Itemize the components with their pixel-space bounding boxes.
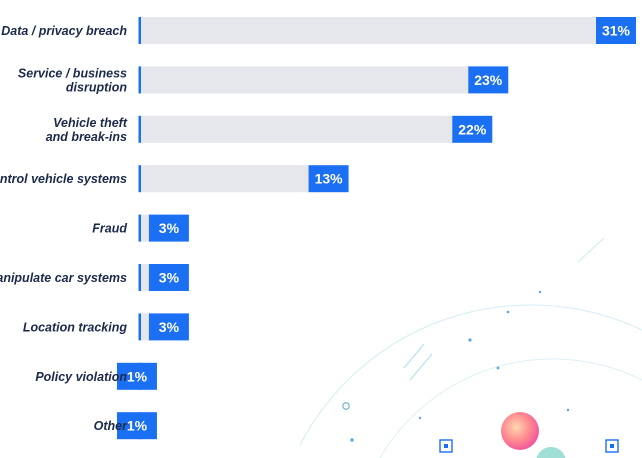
decor-stroke: [403, 343, 425, 369]
bar-track: [141, 66, 469, 94]
bar: [308, 165, 349, 193]
bar: [468, 66, 509, 94]
bar-row: 3% Manipulate car systems: [0, 264, 189, 291]
bar: [148, 264, 189, 291]
decor-dot: [350, 438, 354, 442]
data-label: 3%: [159, 270, 180, 286]
bar-row: 1%Other: [94, 412, 157, 440]
decor-dot: [566, 408, 570, 412]
bar-track: [141, 264, 149, 291]
category-label: and break-ins: [46, 130, 127, 144]
decor-arc: [299, 304, 642, 446]
category-label: Data / privacy breach: [1, 24, 127, 38]
category-label: Manipulate car systems: [0, 271, 127, 285]
bar-track: [141, 313, 149, 341]
data-label: 13%: [315, 171, 344, 187]
bar-row: 3% Location tracking: [23, 313, 189, 341]
bar: [116, 362, 157, 390]
category-label: Service / business: [18, 66, 127, 80]
category-label: Vehicle theft: [53, 116, 128, 130]
decor-dot: [468, 338, 472, 342]
category-label: Location tracking: [23, 320, 128, 334]
category-label: Fraud: [92, 222, 127, 236]
decor-arc: [379, 358, 642, 458]
axis-tick: [138, 165, 141, 193]
bar: [116, 412, 157, 440]
decor-square: [444, 444, 448, 448]
bar-track: [141, 214, 149, 242]
data-label: 22%: [458, 121, 487, 137]
decor-dot: [538, 290, 542, 294]
decor-dot: [506, 310, 510, 314]
chart-rows: 31% Data / privacy breach 23% Service / bus…: [0, 17, 636, 440]
category-label: disruption: [66, 80, 127, 94]
bar-row: 3% Fraud: [92, 214, 189, 242]
decor-stroke: [409, 353, 433, 381]
bar-row: 31% Data / privacy breach: [1, 17, 636, 44]
bar-row: 13% Control vehicle systems: [0, 165, 349, 193]
axis-tick: [138, 66, 141, 94]
category-label: Control vehicle systems: [0, 172, 127, 186]
axis-tick: [138, 412, 141, 440]
decor-circle: [342, 402, 350, 410]
decor-stroke: [577, 237, 605, 263]
bar: [148, 214, 189, 242]
bar-track: [141, 17, 596, 44]
data-label: 23%: [474, 72, 503, 88]
decor-dot: [496, 366, 500, 370]
decor-dot: [418, 416, 422, 420]
category-label: Other: [94, 419, 128, 433]
decor-orb: [501, 412, 539, 450]
bar: [148, 313, 189, 341]
axis-tick: [138, 115, 141, 143]
axis-tick: [138, 214, 141, 242]
bar-track: [141, 165, 309, 193]
background-decoration: [299, 237, 642, 458]
bar-track: [141, 115, 453, 143]
data-label: 3%: [159, 319, 180, 335]
axis-tick: [138, 17, 141, 44]
bar: [596, 17, 636, 44]
decor-square: [610, 444, 614, 448]
axis-tick: [138, 313, 141, 341]
data-label: 31%: [602, 23, 631, 39]
bar: [452, 115, 493, 143]
bar-row: 1%Policy violation: [35, 362, 157, 390]
data-label: 1%: [127, 418, 148, 434]
data-label: 3%: [159, 220, 180, 236]
axis-tick: [138, 362, 141, 390]
data-label: 1%: [127, 368, 148, 384]
category-label: Policy violation: [35, 370, 127, 384]
axis-tick: [138, 264, 141, 291]
decor-orb: [536, 447, 566, 458]
